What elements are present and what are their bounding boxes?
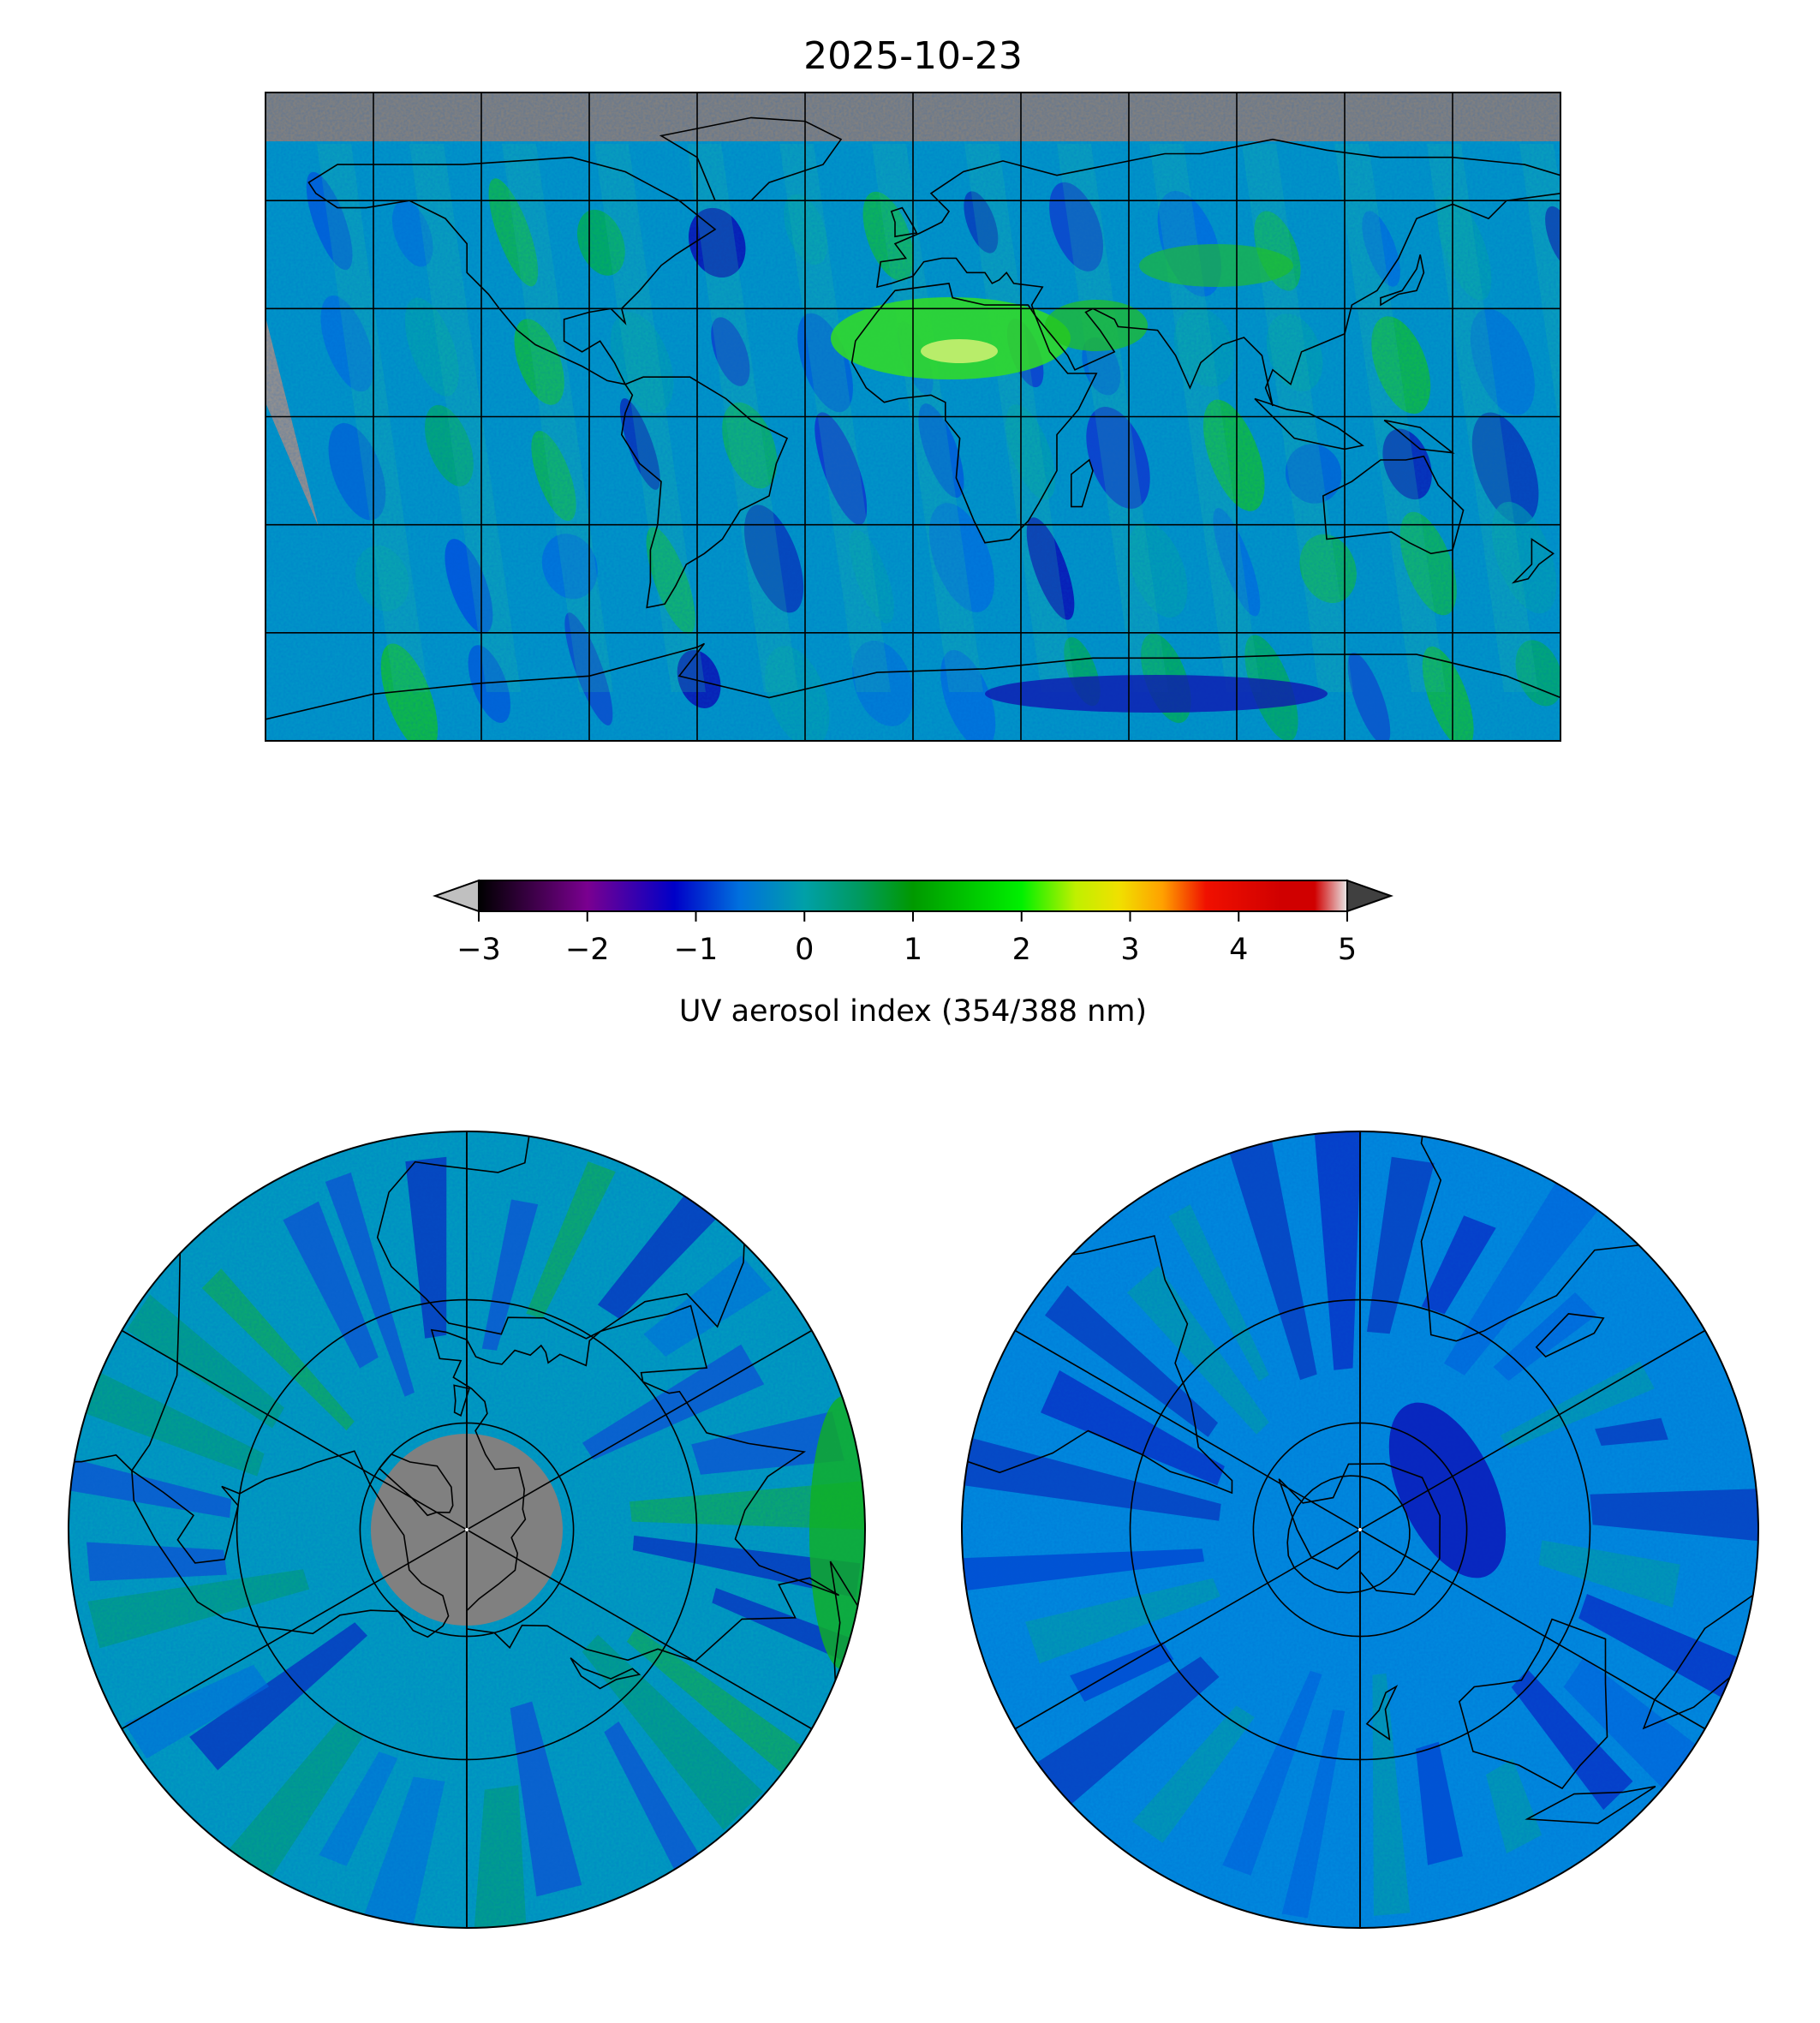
global-map: [265, 92, 1670, 742]
coastline-africa: [850, 283, 1098, 544]
aerosol-swath-patch: [1577, 407, 1665, 522]
south-polar-frame: [961, 1131, 1759, 1929]
global-map-dust-core: [921, 339, 998, 363]
polar-coastline-madagascar: [1535, 1313, 1605, 1358]
coastline-new-zealand: [1511, 538, 1554, 584]
south-polar-ozone-hole-low: [1388, 1402, 1507, 1578]
polar-coastline-new-guinea: [1525, 1786, 1656, 1824]
coastline-indonesia: [1254, 397, 1364, 451]
colorbar-tick-label: −2: [565, 933, 610, 967]
global-map-gridlines: [266, 92, 1560, 741]
meridian-line: [121, 1329, 468, 1531]
polar-coastline-africa: [1232, 1131, 1701, 1342]
north-polar-frame: [68, 1131, 866, 1929]
colorbar-tick-label: 4: [1229, 933, 1248, 967]
coastline-eurasia: [876, 138, 1560, 407]
meridian-line: [1359, 1529, 1706, 1730]
coastline-madagascar: [1071, 458, 1094, 508]
global-map-coastlines: [266, 116, 1560, 720]
polar-coastline-north-america: [130, 1450, 450, 1638]
colorbar-tick-label: 2: [1012, 933, 1031, 967]
south-polar-gridlines: [1014, 1131, 1706, 1928]
global-map-antarctic-low: [985, 675, 1328, 713]
colorbar-tick-label: 3: [1120, 933, 1139, 967]
aerosol-swath-patch: [1583, 528, 1662, 637]
coastline-japan: [1380, 254, 1425, 307]
polar-coastline-australia: [1459, 1618, 1608, 1790]
colorbar-ticks: −3 −2 −1 0 1 2 3 4 5: [456, 911, 1357, 967]
polar-coastline-uk: [453, 1384, 470, 1417]
north-polar-green-band: [809, 1396, 865, 1670]
south-polar-map: [961, 1131, 1759, 1929]
colorbar: −3 −2 −1 0 1 2 3 4 5 UV aerosol index (354/388 n…: [432, 879, 1394, 1029]
global-map-asia-aerosol: [1139, 244, 1293, 287]
coastline-uk: [890, 206, 918, 238]
south-polar-swaths: [962, 1131, 1758, 1928]
polar-coastline-eurasia: [430, 1304, 840, 1662]
coastline-north-america: [307, 156, 717, 385]
aerosol-swath-patch: [1560, 294, 1633, 403]
meridian-line: [466, 1329, 813, 1531]
figure-title: 2025-10-23: [803, 34, 1023, 78]
global-map-swaths: [266, 92, 1670, 741]
pole-marker: [1358, 1528, 1362, 1531]
colorbar-tick-label: −1: [674, 933, 719, 967]
polar-coastline-new-zealand: [1365, 1685, 1399, 1741]
coastline-australia: [1322, 455, 1465, 555]
polar-coastline-antarctica: [1278, 1463, 1441, 1596]
north-polar-map: [68, 1131, 866, 1929]
colorbar-tick-label: 1: [904, 933, 922, 967]
colorbar-under-extension: [432, 879, 480, 913]
coastline-antarctica: [266, 642, 1560, 720]
colorbar-label: UV aerosol index (354/388 nm): [679, 994, 1147, 1029]
global-map-dust-plume: [831, 297, 1071, 379]
polar-coastline-japan: [570, 1657, 641, 1690]
polar-coastline-greenland: [378, 1453, 454, 1517]
meridian-line: [466, 1529, 813, 1730]
north-polar-gridlines: [121, 1131, 813, 1928]
colorbar-tick-label: −3: [456, 933, 501, 967]
aerosol-swath-patch: [1622, 650, 1670, 719]
global-map-frame: [265, 92, 1561, 742]
meridian-line: [1014, 1529, 1361, 1730]
colorbar-tick-label: 0: [795, 933, 814, 967]
colorbar-over-extension: [1346, 879, 1394, 913]
colorbar-tick-label: 5: [1338, 933, 1357, 967]
colorbar-gradient: [479, 880, 1347, 911]
coastline-new-guinea: [1383, 419, 1455, 454]
meridian-line: [121, 1529, 468, 1730]
meridian-line: [1014, 1329, 1361, 1531]
pole-marker: [465, 1528, 468, 1531]
meridian-line: [1359, 1329, 1706, 1531]
